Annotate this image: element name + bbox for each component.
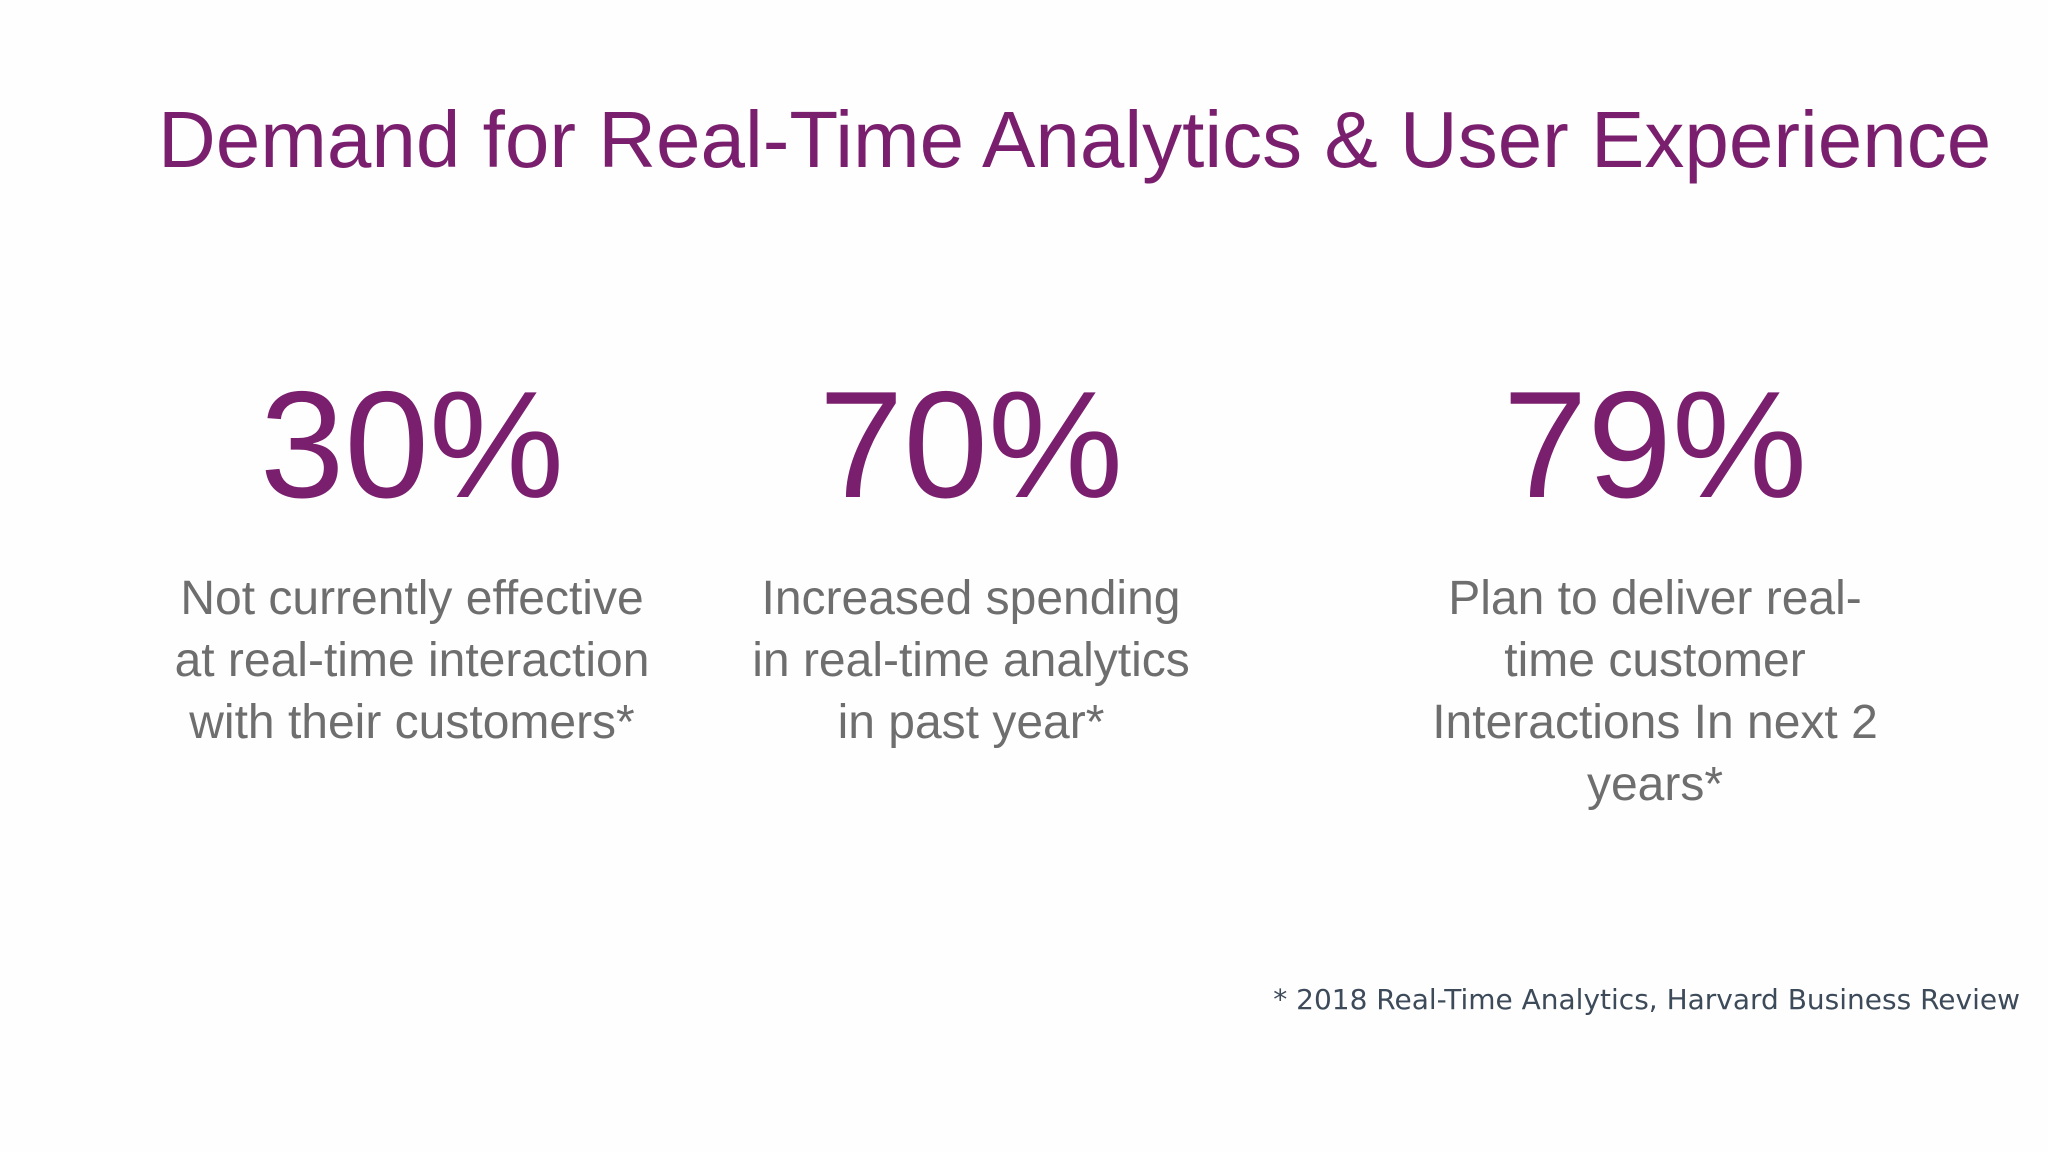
stat-description-line: in real-time analytics xyxy=(752,634,1190,687)
stat-description-line: Not currently effective xyxy=(180,572,644,625)
stat-card: 79% Plan to deliver real- time customer … xyxy=(1395,360,1915,816)
stat-description-line: at real-time interaction xyxy=(174,634,650,687)
stat-card: 70% Increased spending in real-time anal… xyxy=(711,360,1231,754)
footnote: * 2018 Real-Time Analytics, Harvard Busi… xyxy=(1273,983,2020,1016)
stat-value: 30% xyxy=(259,360,565,530)
stat-description-line: time customer xyxy=(1504,634,1806,687)
stat-card: 30% Not currently effective at real-time… xyxy=(152,360,672,754)
stat-description-line: years* xyxy=(1586,758,1724,811)
stat-description-line: Interactions In next 2 xyxy=(1432,696,1878,749)
stat-description: Not currently effective at real-time int… xyxy=(152,568,672,754)
stat-description: Increased spending in real-time analytic… xyxy=(711,568,1231,754)
stat-description-line: in past year* xyxy=(837,696,1105,749)
stat-value: 79% xyxy=(1502,360,1808,530)
stat-description-line: with their customers* xyxy=(189,696,635,749)
stat-description-line: Increased spending xyxy=(761,572,1181,625)
slide-title: Demand for Real-Time Analytics & User Ex… xyxy=(158,95,1992,184)
stat-description-line: Plan to deliver real- xyxy=(1448,572,1862,625)
stat-value: 70% xyxy=(818,360,1124,530)
stat-description: Plan to deliver real- time customer Inte… xyxy=(1395,568,1915,816)
